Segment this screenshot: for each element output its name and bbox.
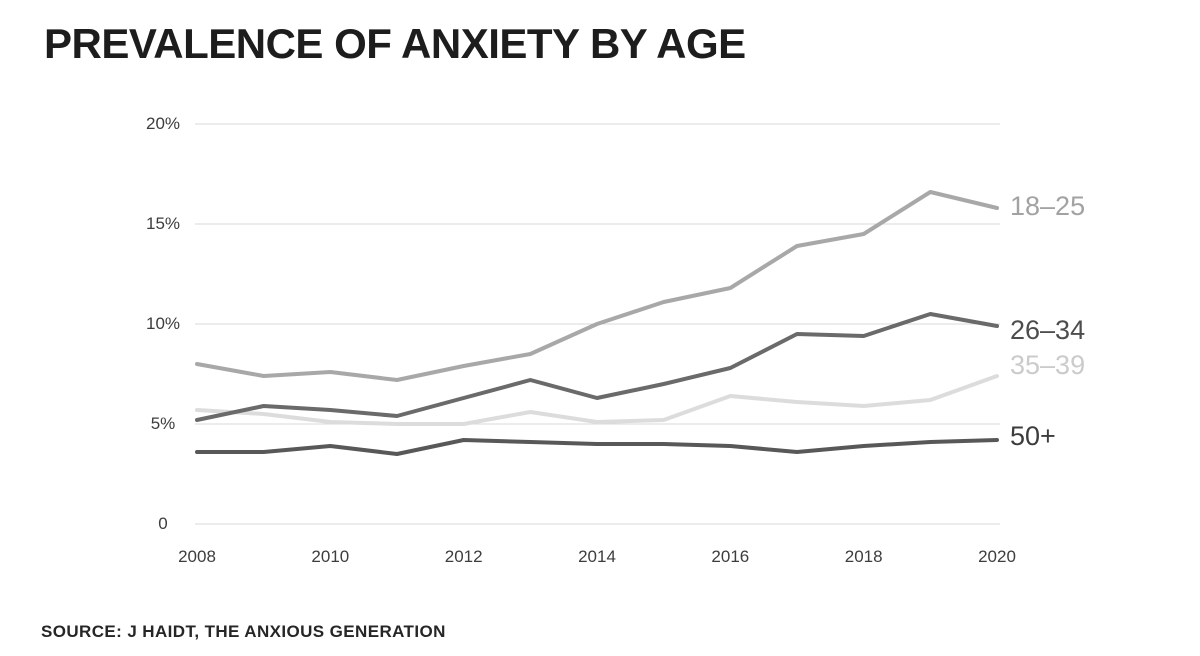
x-tick-label-2016: 2016 <box>711 547 750 566</box>
x-tick-label-2014: 2014 <box>578 547 616 566</box>
x-tick-label-2010: 2010 <box>311 547 350 566</box>
series-label-26–34: 26–34 <box>1010 315 1086 345</box>
series-line-50+ <box>195 438 999 456</box>
series-label-35–39: 35–39 <box>1010 350 1086 380</box>
source-note: SOURCE: J HAIDT, THE ANXIOUS GENERATION <box>41 622 446 641</box>
x-tick-label-2012: 2012 <box>444 547 483 566</box>
y-tick-label-0: 0 <box>158 514 168 533</box>
series-line-18–25 <box>195 190 999 382</box>
chart-title: PREVALENCE OF ANXIETY BY AGE <box>44 20 746 67</box>
y-tick-label-10%: 10% <box>145 314 181 333</box>
series-label-50+: 50+ <box>1010 421 1056 451</box>
series-line-35–39 <box>195 374 999 426</box>
series-label-18–25: 18–25 <box>1010 191 1086 221</box>
x-tick-label-2008: 2008 <box>178 547 216 566</box>
y-tick-label-20%: 20% <box>145 114 181 133</box>
y-tick-label-5%: 5% <box>150 414 176 433</box>
y-tick-label-15%: 15% <box>145 214 181 233</box>
x-tick-label-2020: 2020 <box>978 547 1016 566</box>
series-line-26–34 <box>195 312 999 422</box>
x-tick-label-2018: 2018 <box>844 547 883 566</box>
